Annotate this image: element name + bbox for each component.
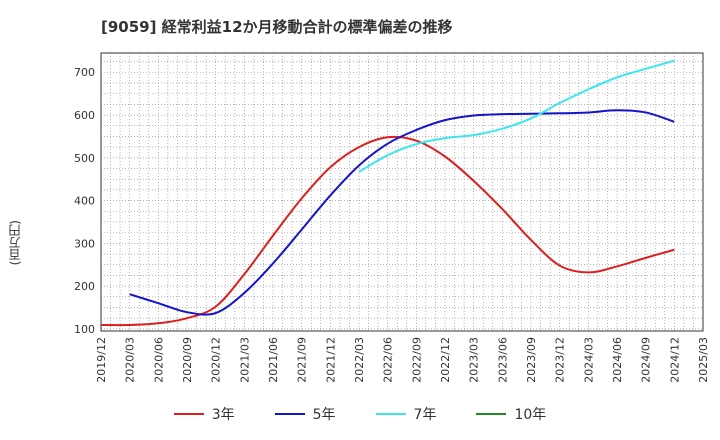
x-tick-label: 2024/12: [668, 337, 681, 383]
x-tick-label: 2023/12: [554, 337, 567, 383]
series-line-7年: [358, 59, 675, 173]
legend-item: 7年: [375, 404, 437, 424]
x-tick-label: 2022/06: [382, 337, 395, 383]
y-tick-label: 700: [74, 66, 95, 79]
x-tick-label: 2021/09: [296, 337, 309, 383]
x-tick-label: 2020/09: [181, 337, 194, 383]
x-tick-label: 2021/03: [238, 337, 251, 383]
y-axis-ticks: 100 200 300 400 500 600 700: [74, 66, 95, 336]
x-axis-ticks: 2019/12 2020/03 2020/06 2020/09 2020/12 2021/…: [95, 337, 710, 383]
series-line-3年: [100, 135, 675, 327]
legend-item: 5年: [274, 404, 336, 424]
legend-swatch: [173, 413, 204, 415]
x-tick-label: 2024/09: [640, 337, 653, 383]
series-lines: [100, 59, 675, 327]
y-tick-label: 300: [74, 237, 95, 250]
x-tick-label: 2022/09: [410, 337, 423, 383]
legend-label: 10年: [514, 407, 547, 423]
x-tick-label: 2025/03: [697, 337, 710, 383]
x-tick-label: 2020/03: [124, 337, 137, 383]
series-line-5年: [129, 109, 675, 316]
legend-swatch: [274, 413, 305, 415]
chart-title: [9059] 経常利益12か月移動合計の標準偏差の推移: [101, 18, 453, 36]
x-tick-label: 2024/03: [582, 337, 595, 383]
y-tick-label: 500: [74, 152, 95, 165]
legend-label: 3年: [211, 407, 235, 423]
y-tick-label: 100: [74, 323, 95, 336]
x-tick-label: 2020/12: [210, 337, 223, 383]
legend: 3年 5年 7年 10年: [0, 404, 720, 424]
legend-item: 3年: [173, 404, 235, 424]
grid: [100, 53, 704, 331]
plot-area: [100, 52, 704, 332]
x-tick-label: 2023/09: [525, 337, 538, 383]
x-tick-label: 2024/06: [611, 337, 624, 383]
y-tick-label: 400: [74, 195, 95, 208]
x-tick-label: 2022/03: [353, 337, 366, 383]
x-tick-label: 2021/06: [267, 337, 280, 383]
x-tick-label: 2022/12: [439, 337, 452, 383]
x-tick-label: 2021/12: [324, 337, 337, 383]
x-tick-label: 2019/12: [95, 337, 108, 383]
x-tick-label: 2023/06: [496, 337, 509, 383]
legend-swatch: [476, 413, 507, 415]
y-tick-label: 200: [74, 280, 95, 293]
legend-swatch: [375, 413, 406, 415]
legend-item: 10年: [476, 404, 546, 424]
x-tick-label: 2020/06: [152, 337, 165, 383]
x-tick-label: 2023/03: [468, 337, 481, 383]
legend-label: 7年: [413, 407, 437, 423]
legend-label: 5年: [312, 407, 336, 423]
y-tick-label: 600: [74, 109, 95, 122]
